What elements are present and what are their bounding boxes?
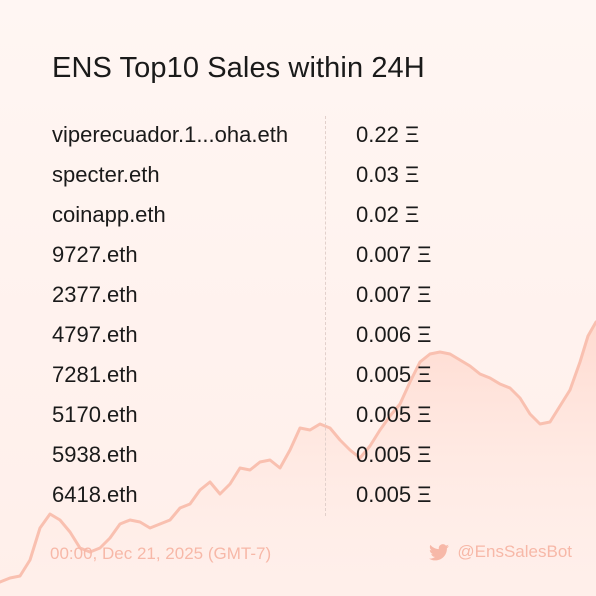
sale-price: 0.03 Ξ: [356, 162, 420, 187]
list-item: specter.eth 0.03 Ξ: [52, 155, 552, 195]
sale-name: viperecuador.1...oha.eth: [52, 122, 289, 147]
sale-name: 7281.eth: [52, 362, 138, 387]
list-item: 6418.eth 0.005 Ξ: [52, 475, 552, 515]
sale-name: 2377.eth: [52, 282, 138, 307]
sale-name: specter.eth: [52, 162, 160, 187]
list-item: 2377.eth 0.007 Ξ: [52, 275, 552, 315]
handle-text: @EnsSalesBot: [457, 542, 572, 561]
sale-price: 0.005 Ξ: [356, 402, 432, 427]
sale-price: 0.005 Ξ: [356, 362, 432, 387]
list-item: viperecuador.1...oha.eth 0.22 Ξ: [52, 115, 552, 155]
list-item: 5938.eth 0.005 Ξ: [52, 435, 552, 475]
bot-handle: @EnsSalesBot: [429, 542, 572, 562]
twitter-bird-icon: [429, 543, 450, 560]
sale-price: 0.22 Ξ: [356, 122, 420, 147]
sale-price: 0.007 Ξ: [356, 282, 432, 307]
list-item: 4797.eth 0.006 Ξ: [52, 315, 552, 355]
timestamp: 00:00, Dec 21, 2025 (GMT-7): [50, 544, 272, 563]
sales-list: viperecuador.1...oha.eth 0.22 Ξ specter.…: [52, 115, 552, 515]
sale-name: 6418.eth: [52, 482, 138, 507]
sale-name: 5170.eth: [52, 402, 138, 427]
sale-price: 0.007 Ξ: [356, 242, 432, 267]
sale-price: 0.006 Ξ: [356, 322, 432, 347]
column-divider: [325, 116, 326, 516]
sale-name: 9727.eth: [52, 242, 138, 267]
list-item: 9727.eth 0.007 Ξ: [52, 235, 552, 275]
sale-price: 0.02 Ξ: [356, 202, 420, 227]
sale-name: 4797.eth: [52, 322, 138, 347]
list-item: 7281.eth 0.005 Ξ: [52, 355, 552, 395]
sale-price: 0.005 Ξ: [356, 482, 432, 507]
trend-line: [0, 320, 596, 584]
page-title: ENS Top10 Sales within 24H: [52, 52, 425, 84]
sale-price: 0.005 Ξ: [356, 442, 432, 467]
sale-name: 5938.eth: [52, 442, 138, 467]
sale-name: coinapp.eth: [52, 202, 166, 227]
list-item: coinapp.eth 0.02 Ξ: [52, 195, 552, 235]
list-item: 5170.eth 0.005 Ξ: [52, 395, 552, 435]
